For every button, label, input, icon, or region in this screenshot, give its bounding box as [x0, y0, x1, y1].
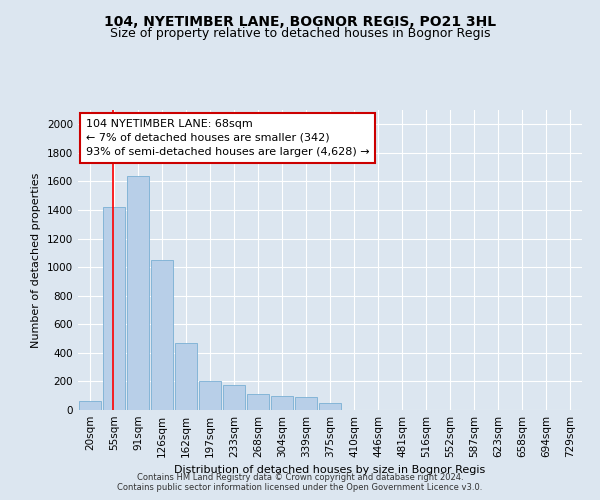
X-axis label: Distribution of detached houses by size in Bognor Regis: Distribution of detached houses by size … [175, 466, 485, 475]
Bar [295, 397, 317, 410]
Text: Contains public sector information licensed under the Open Government Licence v3: Contains public sector information licen… [118, 484, 482, 492]
Bar [247, 394, 269, 410]
Y-axis label: Number of detached properties: Number of detached properties [31, 172, 41, 348]
Bar [103, 207, 125, 410]
Text: Size of property relative to detached houses in Bognor Regis: Size of property relative to detached ho… [110, 28, 490, 40]
Bar [79, 400, 101, 410]
Bar [151, 260, 173, 410]
Text: Contains HM Land Registry data © Crown copyright and database right 2024.: Contains HM Land Registry data © Crown c… [137, 472, 463, 482]
Text: 104, NYETIMBER LANE, BOGNOR REGIS, PO21 3HL: 104, NYETIMBER LANE, BOGNOR REGIS, PO21 … [104, 15, 496, 29]
Bar [127, 176, 149, 410]
Bar [223, 385, 245, 410]
Text: 104 NYETIMBER LANE: 68sqm
← 7% of detached houses are smaller (342)
93% of semi-: 104 NYETIMBER LANE: 68sqm ← 7% of detach… [86, 119, 369, 157]
Bar [271, 396, 293, 410]
Bar [199, 382, 221, 410]
Bar [175, 343, 197, 410]
Bar [319, 403, 341, 410]
